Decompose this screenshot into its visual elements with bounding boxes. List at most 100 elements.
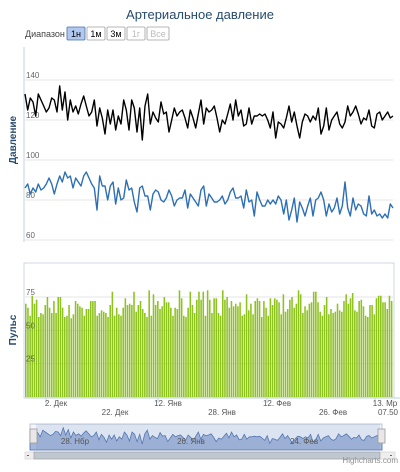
pulse-bar	[139, 301, 142, 397]
pulse-bar	[289, 299, 291, 397]
pulse-bar	[124, 298, 127, 397]
pulse-ytick-label: 50	[26, 321, 35, 330]
pulse-bar	[35, 299, 38, 397]
pulse-bar	[100, 310, 103, 397]
x-tick-label: 12. Фев	[263, 399, 291, 408]
pulse-bar	[40, 313, 42, 397]
pulse-bar	[317, 302, 319, 397]
pulse-bar	[241, 315, 244, 397]
pulse-bar	[271, 305, 274, 397]
pulse-bar	[362, 306, 365, 397]
pulse-bar	[308, 303, 311, 397]
pulse-bar	[33, 303, 36, 397]
pulse-bar	[269, 298, 272, 397]
range-button-2[interactable]: 3м	[106, 26, 126, 41]
pulse-bar	[239, 302, 241, 397]
pulse-bar	[382, 302, 384, 397]
range-button-3: 1г	[126, 26, 146, 41]
pulse-bar	[37, 317, 40, 397]
x-tick-label: 22. Дек	[102, 408, 129, 417]
plot-panels: 60 80 100 120 140 Давление 25 50 75 Пульс	[8, 47, 395, 399]
pulse-bar	[55, 313, 57, 397]
pulse-bar	[29, 315, 31, 397]
pulse-bar	[211, 313, 213, 397]
pulse-bar	[341, 311, 343, 397]
pulse-bar	[386, 309, 389, 397]
pulse-bar	[319, 311, 321, 397]
pressure-axis-title: Давление	[8, 115, 19, 164]
x-tick-label: 07.50	[378, 408, 399, 417]
pulse-bar	[286, 309, 289, 397]
range-button-4: Все	[146, 26, 170, 41]
pressure-ytick-label: 80	[26, 191, 35, 200]
pulse-bar	[66, 315, 68, 397]
pulse-bar	[304, 306, 306, 397]
pulse-ytick-label: 25	[26, 355, 35, 364]
pulse-bar	[105, 313, 107, 397]
pulse-bar	[299, 294, 302, 397]
pulse-bar	[137, 305, 140, 397]
pulse-bar	[250, 303, 252, 397]
range-selector: Диапазон 1н 1м 3м 1г Все	[25, 26, 170, 41]
pulse-bar	[76, 303, 79, 397]
range-button-1[interactable]: 1м	[86, 26, 106, 41]
pulse-bar	[113, 315, 116, 397]
range-button-label: 1г	[132, 29, 141, 39]
pressure-series-line-1	[24, 171, 394, 223]
navigator-right-handle[interactable]	[377, 428, 386, 444]
chart-title: Артериальное давление	[126, 7, 274, 22]
pulse-bar	[334, 311, 337, 397]
pulse-bar	[196, 299, 198, 397]
pulse-bar	[260, 317, 263, 397]
pulse-bar	[176, 309, 179, 397]
pulse-bar	[48, 307, 51, 397]
pulse-bar	[254, 301, 257, 397]
pulse-bar	[276, 299, 278, 397]
pulse-bar	[183, 315, 185, 397]
pulse-bar	[224, 299, 226, 397]
pulse-bar	[63, 317, 66, 397]
pulse-bar	[133, 291, 135, 397]
credits[interactable]: Highcharts.com	[342, 456, 398, 465]
pulse-bar	[282, 294, 285, 397]
pulse-bar	[68, 305, 70, 397]
pulse-bar	[74, 301, 77, 397]
pulse-bar	[98, 313, 101, 397]
pulse-bar	[206, 290, 209, 397]
range-button-0[interactable]: 1н	[66, 26, 86, 41]
pulse-bar	[102, 311, 105, 397]
pulse-bar	[263, 301, 265, 397]
pulse-bar	[187, 307, 189, 397]
pulse-bar	[243, 314, 246, 397]
pulse-bar	[371, 305, 373, 397]
pulse-bar	[328, 314, 330, 397]
pulse-bar	[174, 307, 176, 397]
pulse-bar	[302, 313, 304, 397]
pulse-bar	[44, 305, 47, 397]
pulse-bar	[202, 291, 205, 397]
pulse-bar	[152, 294, 155, 397]
pulse-bar	[198, 291, 200, 397]
pressure-series-line-0	[24, 85, 394, 141]
pulse-bar	[388, 295, 391, 397]
pulse-bar	[46, 297, 49, 397]
pulse-bar	[390, 301, 393, 397]
pulse-bar	[221, 290, 224, 397]
x-tick-label: 12. Янв	[154, 399, 182, 408]
navigator-scrollbar-thumb[interactable]	[33, 451, 381, 460]
pulse-bar	[209, 299, 211, 397]
pulse-bar	[347, 303, 350, 397]
pulse-bar	[215, 298, 218, 397]
pulse-bar	[122, 307, 124, 397]
pulse-bar	[107, 317, 109, 397]
range-button-bg	[146, 26, 170, 41]
pulse-bar	[85, 309, 88, 397]
pulse-bar	[369, 305, 371, 397]
pulse-bar	[61, 307, 64, 397]
range-button-label: 3м	[110, 29, 121, 39]
pulse-bar	[167, 302, 170, 397]
navigator-left-handle[interactable]	[29, 428, 38, 444]
pulse-bar	[193, 313, 196, 397]
